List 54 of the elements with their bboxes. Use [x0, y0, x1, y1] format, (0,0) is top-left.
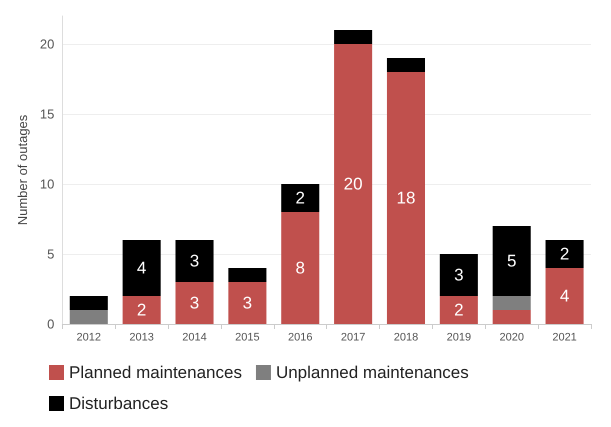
x-tick-label: 2014	[182, 332, 207, 344]
bar	[492, 310, 531, 324]
data-label: 2	[560, 244, 570, 264]
y-axis-title: Number of outages	[15, 114, 30, 226]
bar	[175, 240, 214, 282]
y-tick-label: 15	[40, 106, 54, 122]
x-tick-label: 2013	[129, 332, 154, 344]
bar	[334, 44, 372, 324]
bar	[175, 282, 214, 324]
data-label: 4	[560, 286, 570, 306]
data-label: 2	[136, 300, 146, 320]
bar	[386, 58, 426, 72]
data-label: 8	[296, 258, 305, 278]
bar	[492, 226, 531, 296]
bar	[228, 268, 266, 282]
data-label: 2	[296, 188, 305, 208]
bar	[281, 184, 320, 212]
data-label: 5	[506, 252, 516, 270]
y-tick-label: 5	[47, 246, 54, 262]
data-label: 3	[190, 294, 200, 312]
x-tick-label: 2018	[394, 332, 418, 344]
data-label: 18	[396, 188, 416, 208]
x-tick-label: 2017	[340, 332, 366, 344]
legend-label: Planned maintenances	[69, 363, 242, 382]
x-tick-label: 2019	[446, 332, 472, 344]
y-tick-label: 10	[40, 176, 54, 192]
bar	[492, 296, 531, 310]
bar	[122, 296, 161, 324]
y-tick-label: 20	[40, 36, 54, 52]
bar	[281, 212, 320, 324]
data-label: 3	[190, 252, 200, 270]
x-tick-label: 2016	[288, 332, 312, 344]
bar	[440, 296, 478, 324]
x-tick-label: 2020	[499, 332, 524, 344]
bar	[334, 30, 372, 44]
bar	[70, 296, 108, 310]
bar	[122, 240, 161, 296]
x-tick-label: 2021	[552, 332, 577, 344]
data-label: 20	[344, 174, 363, 194]
legend-label: Unplanned maintenances	[276, 363, 469, 382]
data-label: 4	[136, 258, 146, 278]
legend-label: Disturbances	[69, 394, 168, 413]
x-tick-label: 2012	[76, 332, 102, 344]
data-label: 3	[242, 294, 252, 312]
data-label: 3	[454, 266, 464, 284]
data-label: 2	[454, 300, 464, 320]
bar	[440, 254, 478, 296]
y-tick-label: 0	[47, 316, 54, 332]
bar	[228, 282, 266, 324]
x-tick-label: 2015	[235, 332, 260, 344]
bar	[386, 72, 426, 324]
bar	[70, 310, 108, 324]
bar	[546, 268, 584, 324]
bar	[546, 240, 584, 268]
